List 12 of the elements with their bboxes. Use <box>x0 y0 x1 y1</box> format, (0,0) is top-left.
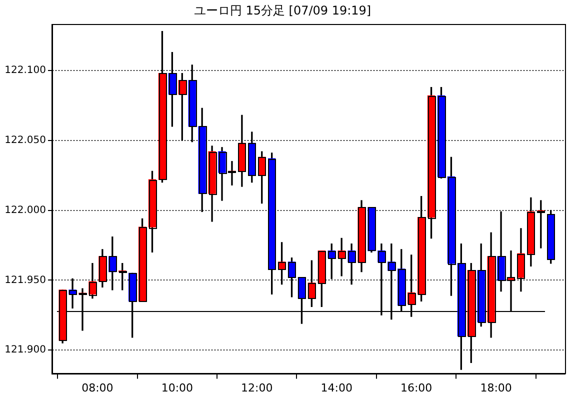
y-tick-label: 122.100 <box>4 65 46 76</box>
x-tick-label: 18:00 <box>480 381 512 394</box>
x-tick-label: 12:00 <box>241 381 273 394</box>
y-tick-label: 122.000 <box>4 204 46 216</box>
chart-title: ユーロ円 15分足 [07/09 19:19] <box>194 3 372 18</box>
y-tick-label: 121.900 <box>4 344 46 356</box>
x-tick-label: 10:00 <box>161 381 194 394</box>
y-tick-label: 121.950 <box>4 274 46 286</box>
x-tick-label: 08:00 <box>82 381 114 394</box>
y-tick-label: 122.050 <box>4 134 46 146</box>
x-tick-label: 14:00 <box>320 381 352 394</box>
x-tick-label: 16:00 <box>400 381 432 394</box>
